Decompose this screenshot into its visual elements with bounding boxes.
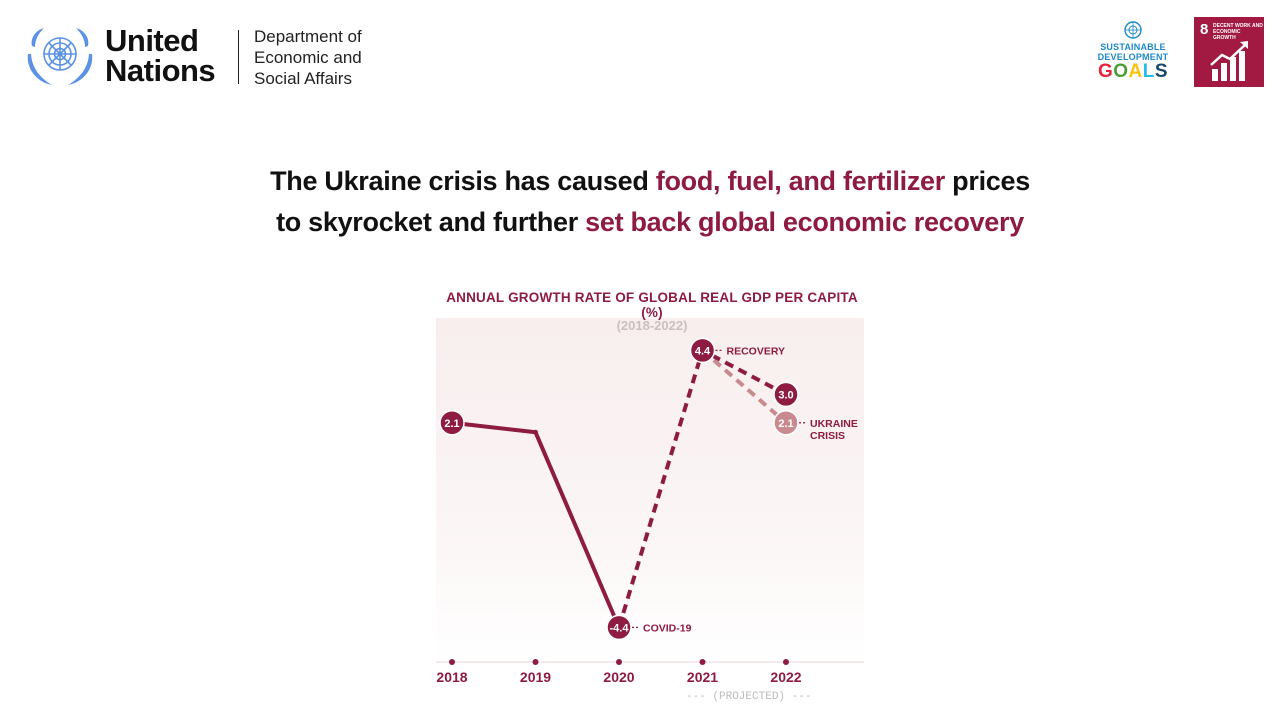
sdg-goals-word: GOALS xyxy=(1097,61,1169,82)
data-label-3: 3.0 xyxy=(778,389,793,401)
headline-l1a: The Ukraine crisis has caused xyxy=(270,166,656,196)
headline-l2a: to skyrocket and further xyxy=(276,207,586,237)
sdg-line2: DEVELOPMENT xyxy=(1097,52,1169,62)
data-bubble-0 xyxy=(439,410,465,436)
annotation-2-line1: CRISIS xyxy=(810,430,845,442)
un-emblem-icon xyxy=(27,28,93,85)
department-name: Department of Economic and Social Affair… xyxy=(254,26,362,89)
goal-8-tile: 8 DECENT WORK AND ECONOMIC GROWTH xyxy=(1194,17,1264,87)
chart-title: ANNUAL GROWTH RATE OF GLOBAL REAL GDP PE… xyxy=(446,290,858,320)
series-line-2 xyxy=(701,348,788,425)
chart-background xyxy=(436,318,864,663)
data-bubble-2 xyxy=(689,337,716,364)
x-tick-label-2021: 2021 xyxy=(687,669,718,685)
x-tick-dot-2020 xyxy=(616,659,622,665)
series-line-0 xyxy=(451,420,621,629)
x-tick-dot-2018 xyxy=(449,659,455,665)
headline-l1b: food, fuel, and fertilizer xyxy=(655,166,946,196)
dept-line3: Social Affairs xyxy=(254,69,352,88)
headline: The Ukraine crisis has caused food, fuel… xyxy=(0,161,1280,243)
x-tick-dot-2019 xyxy=(532,659,539,665)
x-tick-label-2018: 2018 xyxy=(436,669,467,685)
header-divider xyxy=(238,30,239,84)
annotation-0: COVID-19 xyxy=(643,622,692,634)
chart-subtitle: (2018-2022) xyxy=(616,318,688,333)
projected-label: (PROJECTED) xyxy=(712,691,786,703)
data-label-0: 2.1 xyxy=(444,418,459,430)
org-name-line2: Nations xyxy=(105,53,216,88)
headline-l1c: prices xyxy=(944,166,1030,196)
x-tick-dot-2022 xyxy=(783,659,789,665)
sdg-logo: SUSTAINABLE DEVELOPMENT GOALS xyxy=(1094,20,1172,84)
data-label-2: 4.4 xyxy=(695,345,711,357)
dept-line2: Economic and xyxy=(254,48,362,67)
data-label-1: -4.4 xyxy=(610,622,630,634)
growth-chart-icon xyxy=(1210,41,1248,81)
headline-l2b: set back global economic recovery xyxy=(585,207,1024,237)
x-tick-label-2020: 2020 xyxy=(603,669,634,685)
data-point-2019 xyxy=(533,429,538,435)
projected-note: --- (PROJECTED) --- xyxy=(686,691,812,703)
data-label-4: 2.1 xyxy=(778,418,793,430)
headline-line2: to skyrocket and further set back global… xyxy=(0,202,1280,243)
goal-number: 8 xyxy=(1200,21,1209,38)
sdg-wheel-icon xyxy=(1124,21,1142,39)
dept-line1: Department of xyxy=(254,27,362,46)
series-line-1 xyxy=(617,348,787,628)
goal-text: DECENT WORK AND ECONOMIC GROWTH xyxy=(1213,23,1263,41)
sdg-line1: SUSTAINABLE xyxy=(1100,42,1166,52)
x-tick-dot-2021 xyxy=(699,659,706,665)
data-bubble-4 xyxy=(773,410,799,436)
headline-line1: The Ukraine crisis has caused food, fuel… xyxy=(0,161,1280,202)
annotation-1: RECOVERY xyxy=(727,345,786,357)
data-bubble-1 xyxy=(606,614,632,641)
org-name-line1: United xyxy=(105,23,199,58)
x-tick-label-2022: 2022 xyxy=(770,669,801,685)
annotation-2-line0: UKRAINE xyxy=(810,418,858,430)
data-bubble-3 xyxy=(773,381,799,408)
x-tick-label-2019: 2019 xyxy=(520,669,551,685)
org-name: United Nations xyxy=(105,23,216,88)
